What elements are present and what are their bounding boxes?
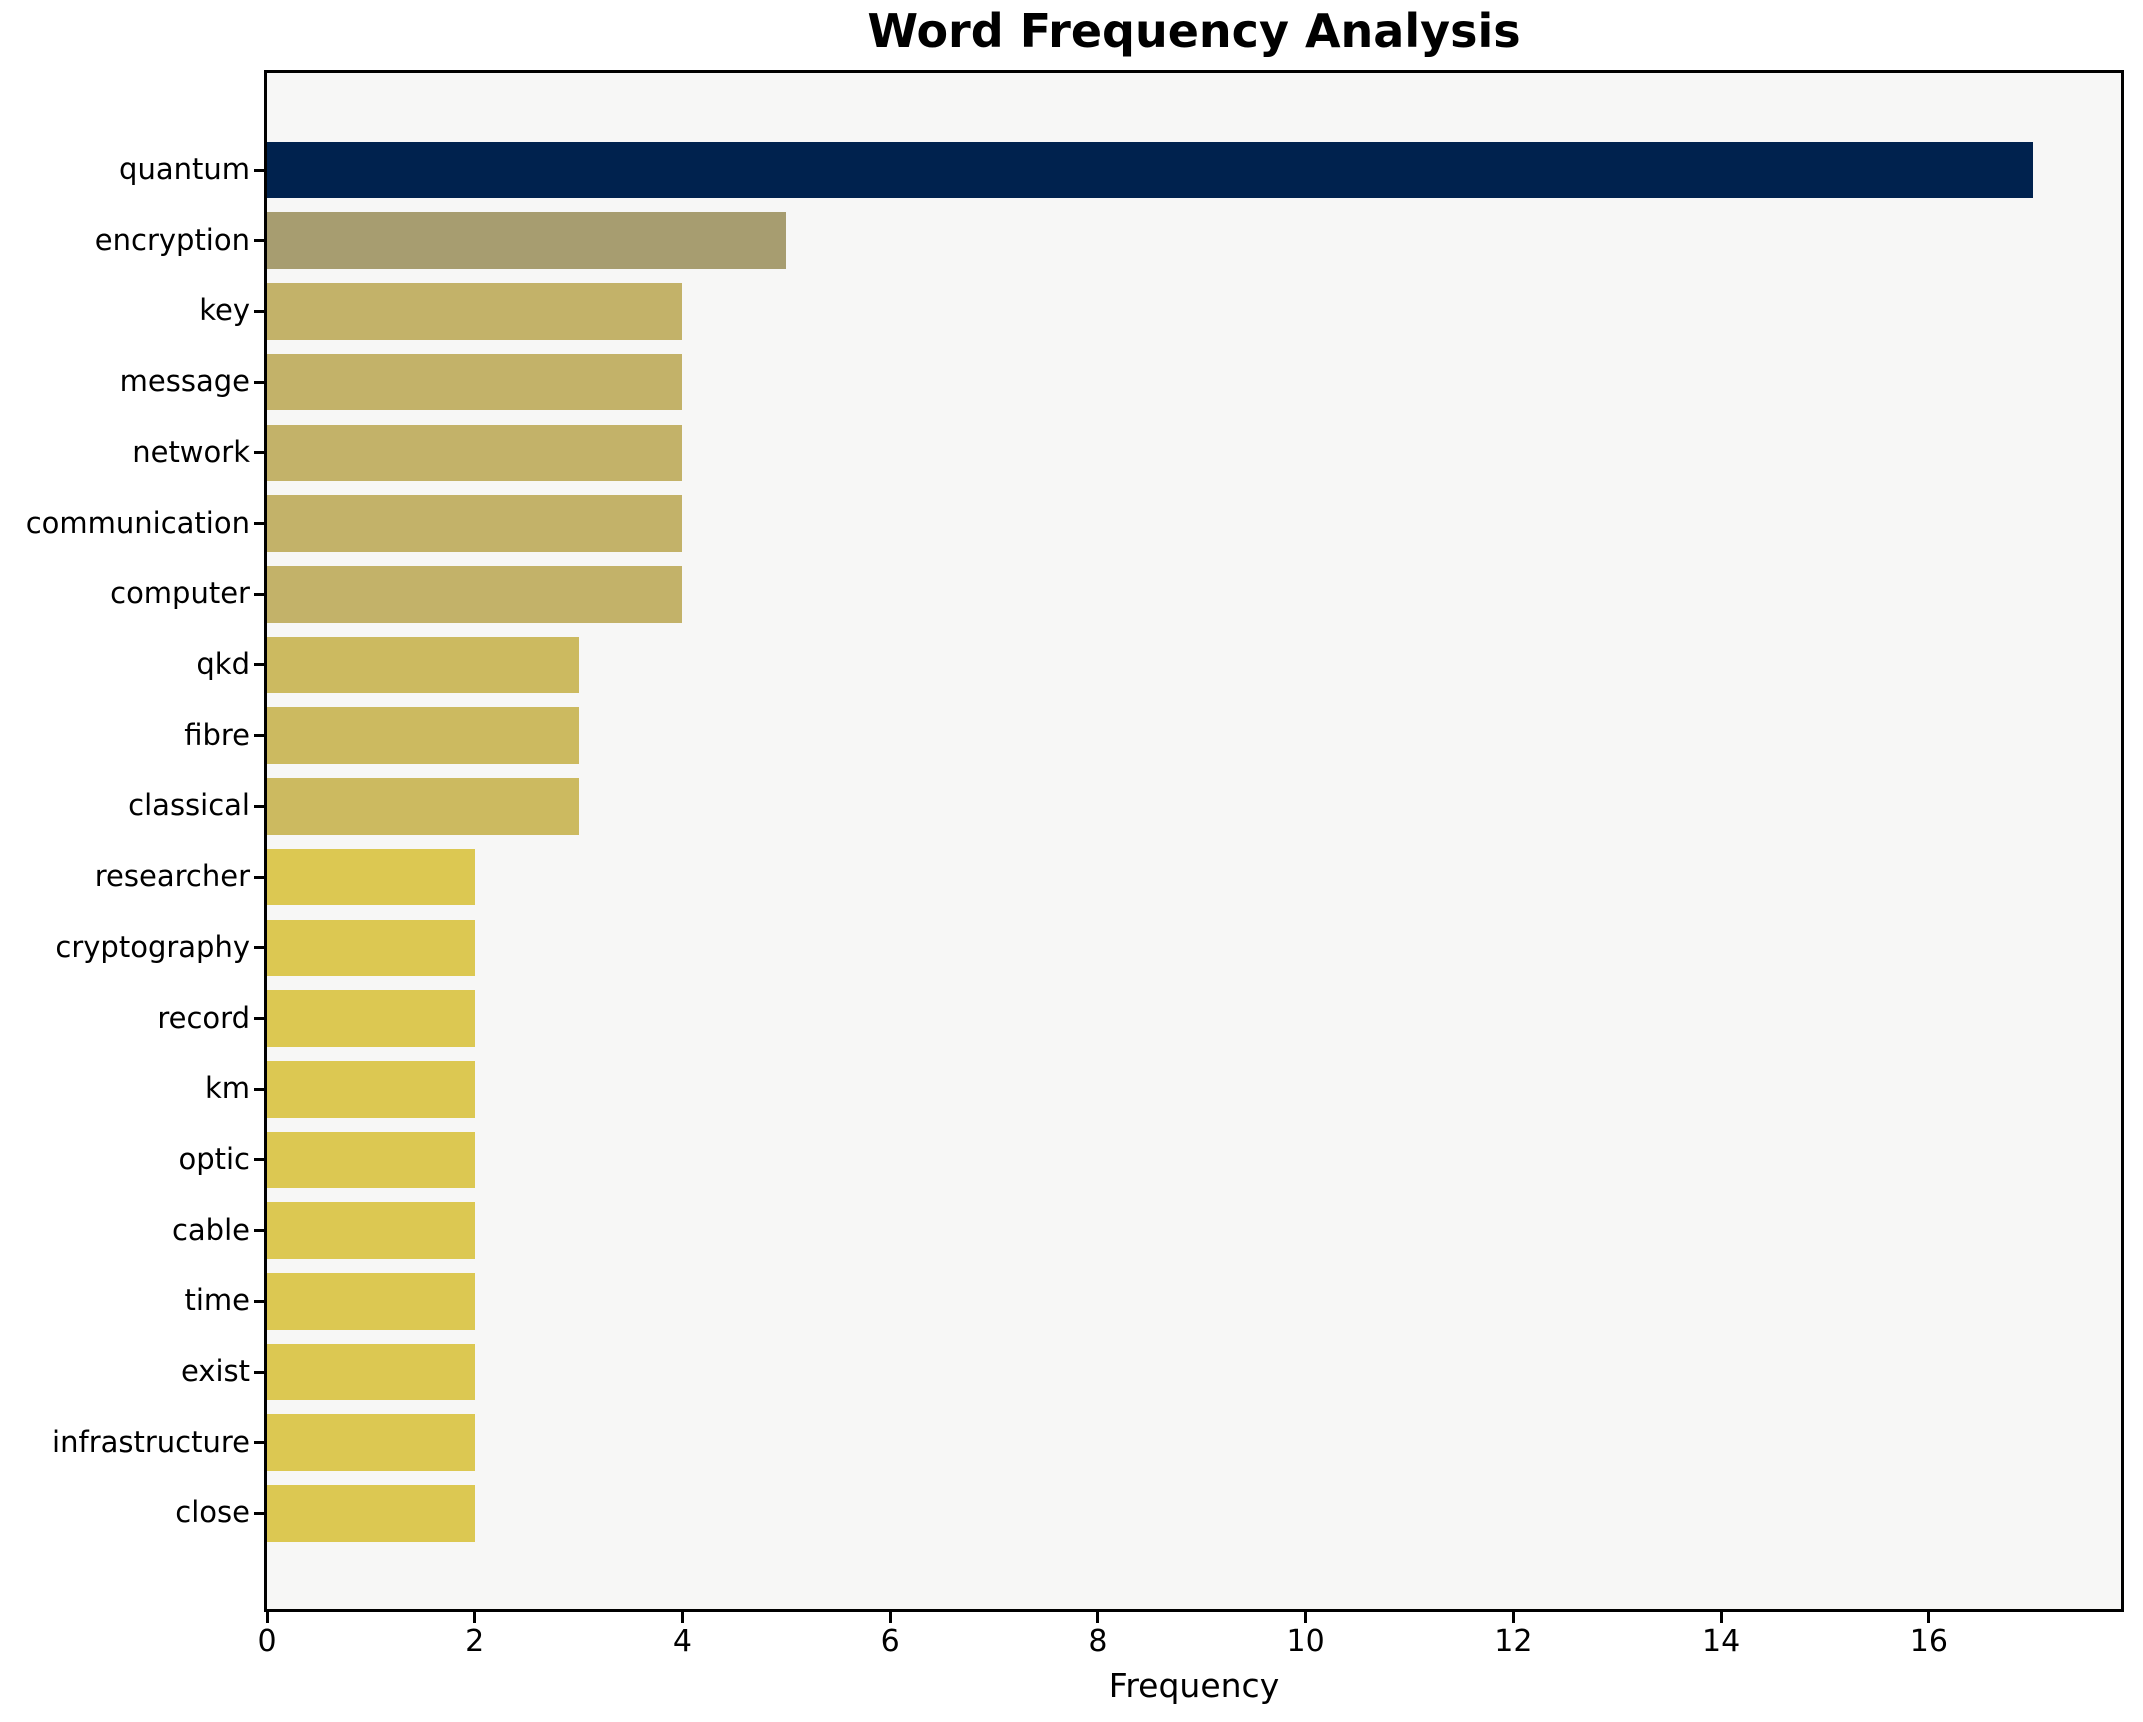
x-tick-label-8: 8 [1088,1624,1108,1659]
bar-qkd [267,636,579,694]
y-tick-mark [254,734,264,738]
y-tick-mark [254,663,264,667]
y-tick-mark [254,522,264,526]
y-tick-mark [254,1441,264,1445]
x-tick-mark [888,1612,892,1623]
x-tick-label-10: 10 [1286,1624,1325,1659]
y-tick-label-researcher: researcher [94,859,250,894]
y-tick-label-computer: computer [110,576,250,611]
bar-fibre [267,707,579,764]
y-tick-mark [254,1370,264,1374]
bar-km [267,1060,475,1118]
chart-title: Word Frequency Analysis [867,4,1521,58]
x-tick-mark [680,1612,684,1623]
x-tick-label-14: 14 [1702,1624,1741,1659]
bar-message [267,353,683,411]
y-tick-mark [254,592,264,596]
y-tick-label-cryptography: cryptography [55,929,250,964]
y-tick-mark [254,946,264,950]
y-tick-mark [254,1511,264,1515]
plot-area [264,70,2124,1612]
bar-network [267,424,683,482]
bar-key [267,283,683,340]
x-tick-mark [473,1612,477,1623]
y-tick-mark [254,168,264,172]
bar-time [267,1273,475,1330]
y-tick-mark [254,804,264,808]
y-tick-mark [254,1017,264,1021]
y-tick-mark [254,309,264,313]
bar-researcher [267,848,475,906]
y-tick-label-network: network [132,434,250,469]
y-tick-mark [254,451,264,455]
y-tick-label-key: key [199,293,250,328]
x-tick-label-0: 0 [257,1624,277,1659]
y-tick-label-qkd: qkd [196,646,250,681]
x-tick-mark [1927,1612,1931,1623]
y-tick-mark [254,1229,264,1233]
y-tick-mark [254,1087,264,1091]
x-tick-mark [1719,1612,1723,1623]
bar-exist [267,1343,475,1401]
bar-computer [267,565,683,623]
y-tick-label-classical: classical [128,788,250,823]
x-tick-label-6: 6 [880,1624,900,1659]
bar-infrastructure [267,1414,475,1472]
x-tick-label-12: 12 [1494,1624,1533,1659]
y-tick-label-infrastructure: infrastructure [52,1424,250,1459]
x-axis-label: Frequency [1108,1666,1280,1705]
bar-classical [267,778,579,835]
y-tick-mark [254,239,264,243]
y-tick-label-close: close [175,1495,250,1530]
y-tick-label-fibre: fibre [184,717,250,752]
bar-cryptography [267,919,475,977]
y-tick-label-optic: optic [178,1141,250,1176]
y-tick-mark [254,1299,264,1303]
y-tick-label-time: time [184,1283,250,1318]
y-tick-mark [254,875,264,879]
bar-quantum [267,141,2033,199]
y-tick-label-record: record [157,1000,250,1035]
bar-optic [267,1131,475,1189]
y-tick-label-km: km [204,1071,250,1106]
y-tick-mark [254,380,264,384]
x-tick-label-2: 2 [465,1624,485,1659]
y-tick-label-message: message [119,364,250,399]
bar-cable [267,1202,475,1259]
y-tick-label-exist: exist [180,1354,250,1389]
y-tick-label-encryption: encryption [94,222,250,257]
y-tick-label-cable: cable [171,1212,250,1247]
y-tick-mark [254,1158,264,1162]
y-tick-label-communication: communication [25,505,250,540]
y-tick-label-quantum: quantum [119,152,250,186]
x-tick-mark [1096,1612,1100,1623]
bar-close [267,1485,475,1542]
bar-communication [267,495,683,552]
x-tick-label-16: 16 [1909,1624,1948,1659]
x-tick-mark [265,1612,269,1623]
x-tick-mark [1511,1612,1515,1623]
bar-record [267,990,475,1047]
x-tick-mark [1304,1612,1308,1623]
x-tick-label-4: 4 [672,1624,692,1659]
bar-encryption [267,212,787,269]
